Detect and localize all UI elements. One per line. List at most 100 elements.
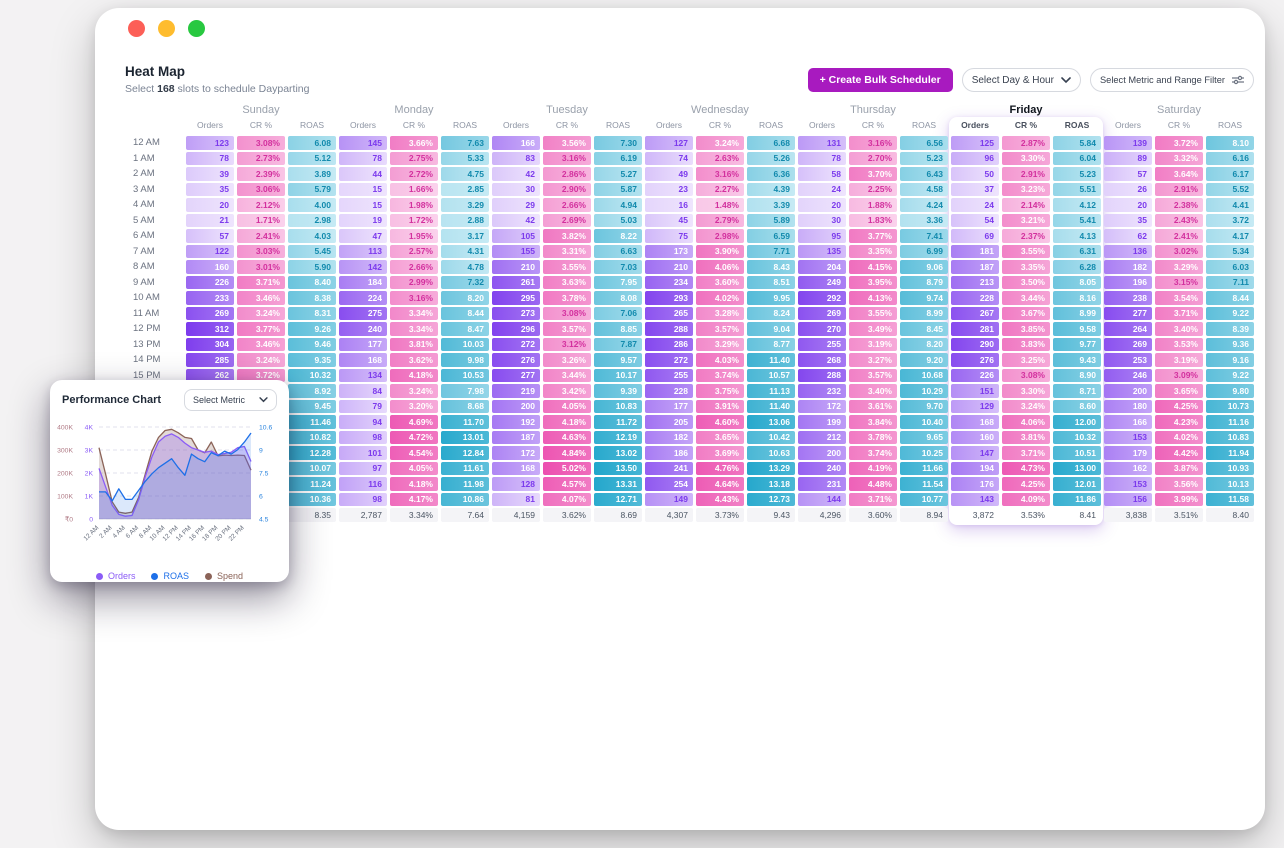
heatmap-cell[interactable]: 9.20	[900, 353, 948, 367]
select-day-hour-dropdown[interactable]: Select Day & Hour	[961, 68, 1081, 92]
heatmap-cell[interactable]: 97	[339, 461, 387, 475]
heatmap-cell[interactable]: 9.95	[747, 291, 795, 305]
heatmap-cell[interactable]: 3.60%	[696, 275, 744, 289]
heatmap-cell[interactable]: 3.78%	[543, 291, 591, 305]
heatmap-cell[interactable]: 4.54%	[390, 446, 438, 460]
heatmap-cell[interactable]: 3.01%	[237, 260, 285, 274]
heatmap-cell[interactable]: 5.79	[288, 182, 336, 196]
heatmap-cell[interactable]: 94	[339, 415, 387, 429]
heatmap-cell[interactable]: 1.83%	[849, 213, 897, 227]
heatmap-cell[interactable]: 10.42	[747, 430, 795, 444]
day-header-wednesday[interactable]: Wednesday	[691, 104, 749, 116]
heatmap-cell[interactable]: 270	[798, 322, 846, 336]
heatmap-cell[interactable]: 2.85	[441, 182, 489, 196]
heatmap-cell[interactable]: 3.49%	[849, 322, 897, 336]
heatmap-cell[interactable]: 11.58	[1206, 492, 1254, 506]
heatmap-cell[interactable]: 3.62%	[390, 353, 438, 367]
heatmap-cell[interactable]: 49	[645, 167, 693, 181]
heatmap-cell[interactable]: 20	[1104, 198, 1152, 212]
heatmap-cell[interactable]: 6.63	[594, 244, 642, 258]
heatmap-cell[interactable]: 4.69%	[390, 415, 438, 429]
heatmap-cell[interactable]: 3.35%	[849, 244, 897, 258]
heatmap-cell[interactable]: 11.72	[594, 415, 642, 429]
heatmap-cell[interactable]: 269	[798, 306, 846, 320]
heatmap-cell[interactable]: 1.88%	[849, 198, 897, 212]
heatmap-cell[interactable]: 4.84%	[543, 446, 591, 460]
heatmap-cell[interactable]: 47	[339, 229, 387, 243]
heatmap-cell[interactable]: 4.18%	[390, 477, 438, 491]
heatmap-cell[interactable]: 3.53%	[1155, 337, 1203, 351]
heatmap-cell[interactable]: 9.26	[288, 322, 336, 336]
heatmap-cell[interactable]: 10.82	[288, 430, 336, 444]
heatmap-cell[interactable]: 3.56%	[1155, 477, 1203, 491]
heatmap-cell[interactable]: 2.12%	[237, 198, 285, 212]
heatmap-cell[interactable]: 8.44	[1206, 291, 1254, 305]
heatmap-cell[interactable]: 3.89	[288, 167, 336, 181]
heatmap-cell[interactable]: 8.24	[747, 306, 795, 320]
heatmap-cell[interactable]: 200	[798, 446, 846, 460]
heatmap-cell[interactable]: 3.28%	[696, 306, 744, 320]
heatmap-cell[interactable]: 2.87%	[1002, 136, 1050, 150]
heatmap-cell[interactable]: 15	[339, 182, 387, 196]
heatmap-cell[interactable]: 8.05	[1053, 275, 1101, 289]
heatmap-cell[interactable]: 15	[339, 198, 387, 212]
heatmap-cell[interactable]: 4.73%	[1002, 461, 1050, 475]
day-header-saturday[interactable]: Saturday	[1156, 104, 1202, 116]
heatmap-cell[interactable]: 196	[1104, 275, 1152, 289]
heatmap-cell[interactable]: 122	[186, 244, 234, 258]
heatmap-cell[interactable]: 6.28	[1053, 260, 1101, 274]
heatmap-cell[interactable]: 3.36	[900, 213, 948, 227]
heatmap-cell[interactable]: 9.16	[1206, 353, 1254, 367]
heatmap-cell[interactable]: 96	[951, 151, 999, 165]
heatmap-cell[interactable]: 4.25%	[1002, 477, 1050, 491]
heatmap-cell[interactable]: 10.29	[900, 384, 948, 398]
heatmap-cell[interactable]: 3.24%	[696, 136, 744, 150]
heatmap-cell[interactable]: 212	[798, 430, 846, 444]
heatmap-cell[interactable]: 45	[645, 213, 693, 227]
heatmap-cell[interactable]: 2.70%	[849, 151, 897, 165]
heatmap-cell[interactable]: 3.29%	[696, 337, 744, 351]
heatmap-cell[interactable]: 54	[951, 213, 999, 227]
heatmap-cell[interactable]: 1.95%	[390, 229, 438, 243]
heatmap-cell[interactable]: 10.86	[441, 492, 489, 506]
heatmap-cell[interactable]: 11.94	[1206, 446, 1254, 460]
heatmap-cell[interactable]: 8.38	[288, 291, 336, 305]
heatmap-cell[interactable]: 4.09%	[1002, 492, 1050, 506]
heatmap-cell[interactable]: 5.87	[594, 182, 642, 196]
heatmap-cell[interactable]: 57	[186, 229, 234, 243]
heatmap-cell[interactable]: 11.98	[441, 477, 489, 491]
heatmap-cell[interactable]: 8.68	[441, 399, 489, 413]
heatmap-cell[interactable]: 139	[1104, 136, 1152, 150]
heatmap-cell[interactable]: 5.90	[288, 260, 336, 274]
heatmap-cell[interactable]: 273	[492, 306, 540, 320]
heatmap-cell[interactable]: 4.64%	[696, 477, 744, 491]
heatmap-cell[interactable]: 173	[645, 244, 693, 258]
heatmap-cell[interactable]: 3.08%	[543, 306, 591, 320]
heatmap-cell[interactable]: 226	[951, 368, 999, 382]
heatmap-cell[interactable]: 8.99	[900, 306, 948, 320]
heatmap-cell[interactable]: 1.72%	[390, 213, 438, 227]
heatmap-cell[interactable]: 9.65	[900, 430, 948, 444]
heatmap-cell[interactable]: 134	[339, 368, 387, 382]
heatmap-cell[interactable]: 3.72%	[1155, 136, 1203, 150]
heatmap-cell[interactable]: 8.71	[1053, 384, 1101, 398]
heatmap-cell[interactable]: 2.66%	[543, 198, 591, 212]
heatmap-cell[interactable]: 5.51	[1053, 182, 1101, 196]
heatmap-cell[interactable]: 238	[1104, 291, 1152, 305]
heatmap-cell[interactable]: 153	[1104, 477, 1152, 491]
heatmap-cell[interactable]: 95	[798, 229, 846, 243]
heatmap-cell[interactable]: 50	[951, 167, 999, 181]
heatmap-cell[interactable]: 10.13	[1206, 477, 1254, 491]
heatmap-cell[interactable]: 3.55%	[849, 306, 897, 320]
heatmap-cell[interactable]: 3.16%	[543, 151, 591, 165]
heatmap-cell[interactable]: 232	[798, 384, 846, 398]
heatmap-cell[interactable]: 9.22	[1206, 306, 1254, 320]
heatmap-cell[interactable]: 2.98	[288, 213, 336, 227]
heatmap-cell[interactable]: 277	[492, 368, 540, 382]
heatmap-cell[interactable]: 3.24%	[237, 306, 285, 320]
heatmap-cell[interactable]: 3.70%	[849, 167, 897, 181]
heatmap-cell[interactable]: 3.54%	[1155, 291, 1203, 305]
heatmap-cell[interactable]: 5.52	[1206, 182, 1254, 196]
heatmap-cell[interactable]: 261	[492, 275, 540, 289]
heatmap-cell[interactable]: 3.71%	[849, 492, 897, 506]
